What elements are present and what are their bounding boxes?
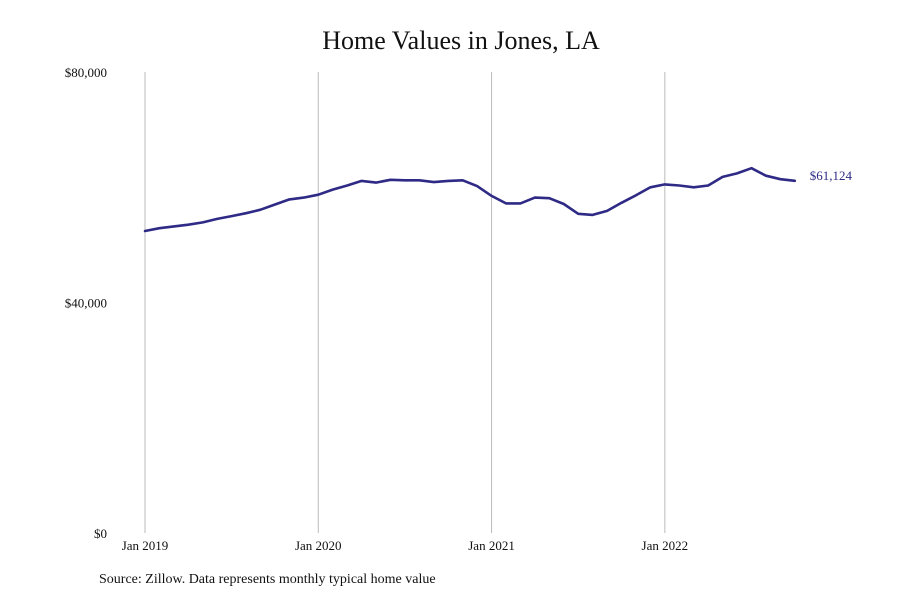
y-tick-label: $0	[94, 526, 107, 541]
y-tick-label: $80,000	[65, 65, 107, 80]
x-tick-label: Jan 2019	[122, 538, 169, 553]
x-tick-label: Jan 2021	[468, 538, 515, 553]
x-tick-label: Jan 2022	[642, 538, 689, 553]
chart-source-note: Source: Zillow. Data represents monthly …	[99, 572, 436, 587]
x-axis-tick-labels: Jan 2019 Jan 2020 Jan 2021 Jan 2022	[122, 538, 688, 553]
series-line-0	[143, 166, 797, 233]
end-value-label: $61,124	[810, 168, 853, 183]
end-label-layer: $61,124	[810, 168, 853, 183]
x-tick-label: Jan 2020	[295, 538, 342, 553]
y-tick-label: $40,000	[65, 296, 107, 311]
gridlines	[144, 72, 666, 533]
y-axis-tick-labels: $0 $40,000 $80,000	[65, 65, 107, 541]
chart-title: Home Values in Jones, LA	[322, 26, 600, 55]
series-layer	[143, 166, 797, 233]
